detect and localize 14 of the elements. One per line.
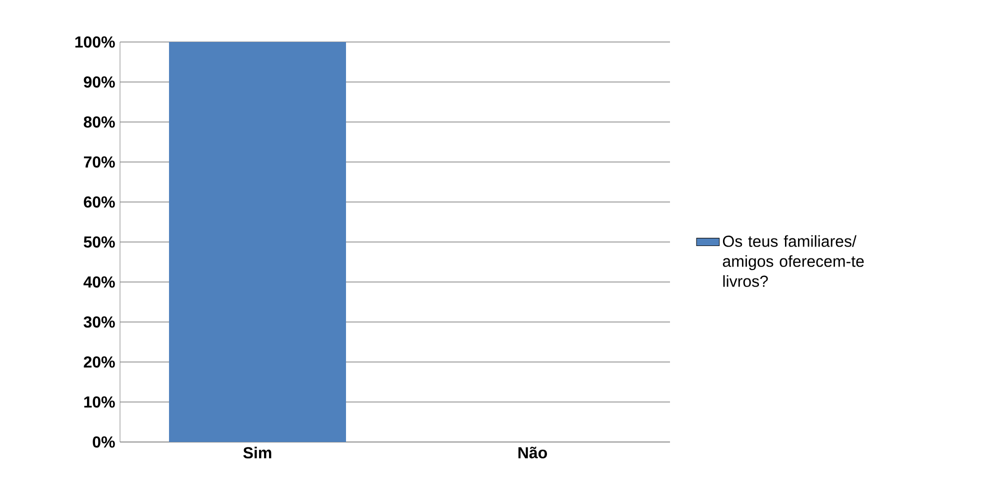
y-tick-label: 70% [84,156,115,168]
legend-label: Os teus familiares/ amigos oferecem-te livros? [722,235,864,287]
y-tick-label: 20% [84,356,115,368]
y-tick-label: 60% [84,196,115,208]
y-tick-label: 10% [84,396,115,408]
x-tick-label: Não [518,446,547,458]
y-tick-label: 90% [84,76,115,88]
y-tick-label: 0% [92,436,115,448]
y-tick-label: 30% [84,316,115,328]
y-tick-label: 50% [84,236,115,248]
x-tick-label: Sim [243,446,272,458]
y-tick-label: 100% [75,36,115,48]
y-tick-label: 40% [84,276,115,288]
y-tick-label: 80% [84,116,115,128]
